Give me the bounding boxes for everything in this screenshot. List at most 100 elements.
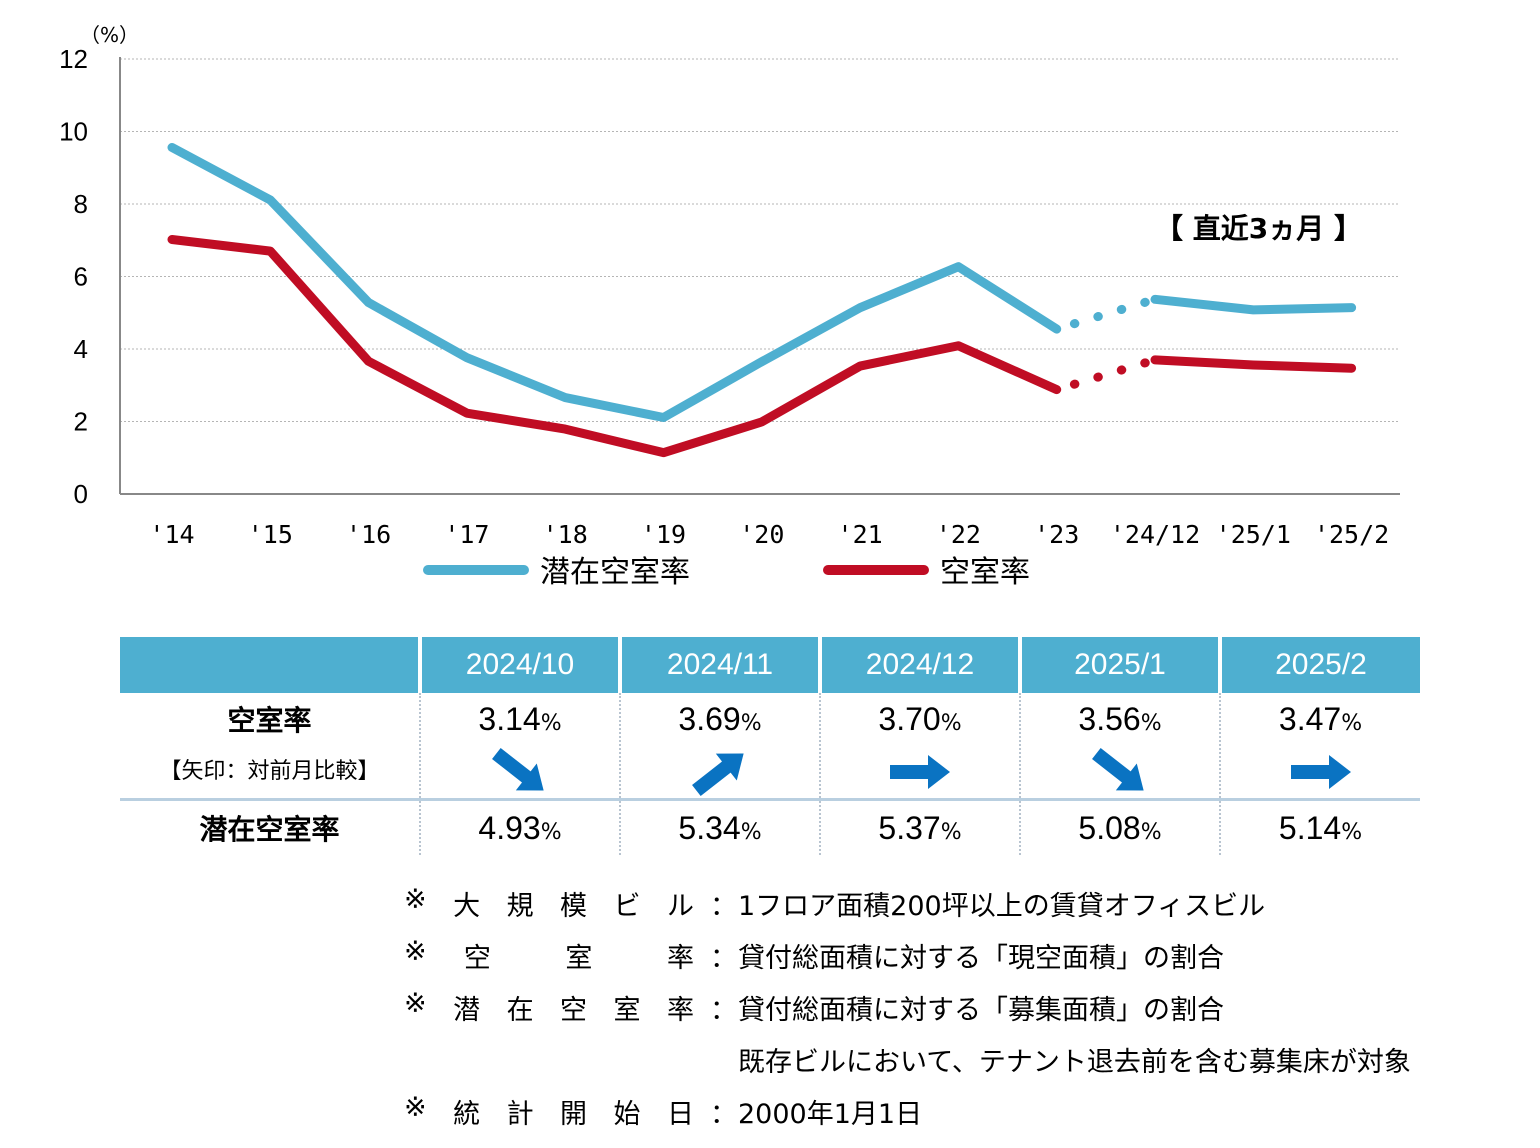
- data-point: [171, 146, 173, 149]
- table-header-month: 2024/11: [618, 637, 820, 693]
- data-point: [957, 265, 960, 268]
- note-key-char: 計: [506, 1099, 534, 1130]
- arrow-shape: [492, 748, 544, 791]
- note-key-char: 潜: [453, 995, 481, 1026]
- y-tick-label: 12: [59, 44, 88, 74]
- potential-cell: 5.14%: [1219, 798, 1420, 855]
- table-header-month: 2024/10: [418, 637, 620, 693]
- data-point: [1055, 328, 1058, 331]
- note-key-char: 規: [506, 891, 534, 922]
- note-key: ※ 統計開始日: [404, 1092, 694, 1131]
- data-point: [564, 396, 567, 399]
- note-key-char: ※: [404, 988, 427, 1019]
- data-point: [564, 428, 567, 431]
- percent-sign: %: [940, 711, 962, 736]
- vacancy-value: 3.70: [878, 701, 941, 737]
- arrow-head: [492, 748, 544, 791]
- note-key-char: ※: [404, 884, 427, 915]
- vacancy-cell: 3.56%: [1019, 693, 1220, 800]
- data-point: [957, 344, 960, 347]
- series-line-dotted: [1069, 356, 1155, 389]
- percent-sign: %: [540, 819, 562, 845]
- note-value: 貸付総面積に対する「募集面積」の割合: [738, 995, 1224, 1026]
- y-tick-label: 10: [59, 117, 88, 147]
- table-row-vacancy: 空室率 【矢印：対前月比較】 3.14% 3.69% 3.70% 3.56% 3…: [120, 693, 1420, 800]
- data-point: [1350, 306, 1353, 309]
- note-key-char: 空: [560, 995, 588, 1026]
- vacancy-table: 2024/10 2024/11 2024/12 2025/1 2025/2 空室…: [120, 637, 1420, 855]
- data-point: [1154, 358, 1156, 361]
- potential-value: 5.37: [878, 809, 941, 846]
- data-point: [1055, 388, 1058, 391]
- data-point: [859, 365, 862, 368]
- trend-arrow-icon: [1290, 755, 1351, 789]
- note-value: 既存ビルにおいて、テナント退去前を含む募集床が対象: [738, 1047, 1411, 1078]
- x-tick-label: '25/2: [1314, 520, 1389, 549]
- arrow-head: [1290, 755, 1351, 789]
- data-point: [1252, 363, 1255, 366]
- potential-cell: 5.37%: [819, 798, 1020, 855]
- y-axis: 0 2 4 6 8 10 12: [59, 44, 121, 509]
- note-value: 2000年1月1日: [738, 1099, 923, 1130]
- x-tick-label: '15: [248, 520, 293, 549]
- note-key-char: ル: [666, 891, 694, 922]
- arrow-legend-label: 【矢印：対前月比較】: [159, 759, 380, 784]
- data-point: [367, 360, 370, 363]
- data-point: [367, 301, 370, 304]
- x-tick-label: '16: [346, 520, 391, 549]
- percent-sign: %: [940, 819, 962, 845]
- vacancy-value: 3.56: [1078, 701, 1141, 737]
- vacancy-cell: 3.70%: [819, 693, 1020, 800]
- y-tick-label: 2: [74, 407, 88, 437]
- data-point: [465, 412, 468, 415]
- percent-sign: %: [1140, 711, 1162, 736]
- series-line-recent: [1150, 294, 1357, 315]
- data-point: [662, 451, 665, 454]
- potential-value: 5.34: [678, 809, 741, 846]
- vacancy-value: 3.47: [1278, 701, 1342, 737]
- note-large-building: ※ 大規模ビル ： 1フロア面積200坪以上の賃貸オフィスビル: [404, 884, 1524, 936]
- table-row-potential: 潜在空室率 4.93% 5.34% 5.37% 5.08% 5.14%: [120, 798, 1420, 855]
- note-colon: ：: [710, 891, 737, 922]
- note-key-char: ※: [404, 936, 427, 967]
- percent-sign: %: [540, 711, 562, 736]
- vacancy-value: 3.69: [678, 701, 741, 737]
- data-point: [1154, 298, 1156, 301]
- note-value: 1フロア面積200坪以上の賃貸オフィスビル: [738, 891, 1266, 922]
- x-tick-label: '14: [149, 520, 194, 549]
- table-header-month: 2024/12: [818, 637, 1020, 693]
- note-key-char: 統: [453, 1099, 481, 1130]
- trend-arrow-icon: [890, 755, 950, 789]
- table-header-month: 2025/2: [1218, 637, 1420, 693]
- potential-cell: 5.34%: [619, 798, 820, 855]
- legend-label: 空室率: [940, 555, 1030, 590]
- potential-value: 5.08: [1078, 809, 1141, 846]
- y-tick-label: 0: [74, 479, 88, 509]
- x-tick-label: '19: [641, 520, 686, 549]
- note-key-char: 始: [613, 1099, 641, 1130]
- y-tick-label: 4: [74, 334, 88, 364]
- data-point: [662, 416, 665, 419]
- y-axis-unit: （%）: [80, 23, 139, 47]
- arrow-shape: [890, 755, 950, 789]
- potential-value: 4.93: [478, 809, 541, 846]
- data-point: [760, 420, 763, 423]
- note-key-char: 開: [560, 1099, 588, 1130]
- note-key: ※ 潜在空室率: [404, 988, 694, 1027]
- note-key-char: ※: [404, 1092, 427, 1123]
- data-point: [465, 356, 468, 359]
- x-axis: '14 '15 '16 '17 '18 '19 '20 '21 '22 '23 '24/12 '25/…: [120, 493, 1400, 549]
- note-start-date: ※ 統計開始日 ： 2000年1月1日: [404, 1092, 1524, 1144]
- note-key-char: 模: [560, 891, 588, 922]
- arrow-shape: [692, 753, 744, 796]
- note-key: ※ 大規模ビル: [404, 884, 694, 923]
- series-line-solid: [167, 235, 1062, 458]
- percent-sign: %: [1341, 819, 1363, 845]
- vacancy-cell: 3.69%: [619, 693, 820, 800]
- series-line-dotted: [1069, 296, 1155, 329]
- potential-value: 5.14: [1278, 809, 1342, 846]
- legend-label: 潜在空室率: [540, 555, 690, 590]
- note-key-char: 大: [453, 891, 481, 922]
- arrow-head: [890, 755, 950, 789]
- x-tick-label: '21: [838, 520, 883, 549]
